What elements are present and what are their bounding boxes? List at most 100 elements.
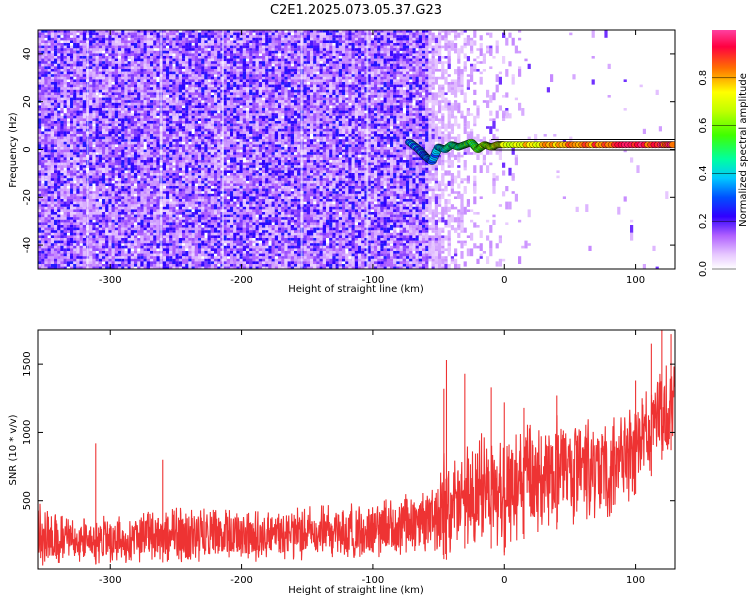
- spectrogram-cell: [207, 97, 211, 106]
- spectrogram-cell: [127, 100, 131, 106]
- spectrogram-cell: [137, 30, 141, 33]
- spectrogram-cell: [108, 238, 112, 241]
- spectrogram-cell: [92, 108, 96, 111]
- spectrogram-cell: [82, 170, 86, 173]
- spectrogram-cell: [50, 139, 54, 145]
- spectrogram-cell: [185, 206, 189, 210]
- spectrogram-cell: [166, 30, 170, 33]
- spectrogram-cell: [66, 178, 70, 184]
- spectrogram-cell: [134, 128, 138, 132]
- spectrogram-cell: [114, 37, 118, 41]
- spectrogram-cell: [210, 266, 214, 269]
- spectrogram-cell: [214, 102, 218, 106]
- spectrogram-cell: [47, 84, 51, 88]
- spectrogram-cell: [169, 82, 173, 85]
- spectrogram-cell: [38, 178, 42, 184]
- spectrogram-cell: [73, 115, 77, 119]
- spectrogram-cell: [57, 173, 61, 176]
- spectrogram-cell: [44, 58, 48, 62]
- spectrogram-cell: [38, 152, 42, 158]
- spectrogram-cell: [73, 204, 77, 207]
- spectrogram-cell: [223, 56, 227, 59]
- spectrogram-cell: [156, 58, 160, 64]
- spectrogram-cell: [204, 162, 208, 166]
- spectrogram-cell: [162, 183, 166, 186]
- spectrogram-cell: [111, 173, 115, 176]
- spectrogram-cell: [140, 58, 144, 64]
- spectrogram-cell: [92, 165, 96, 168]
- spectrogram-cell: [76, 141, 80, 145]
- spectrogram-cell: [214, 50, 218, 59]
- spectrogram-cell: [214, 32, 218, 36]
- spectrogram-cell: [57, 61, 61, 64]
- spectrogram-cell: [214, 186, 218, 189]
- spectrogram-cell: [188, 232, 192, 236]
- spectrogram-cell: [217, 37, 221, 46]
- spectrogram-cell: [63, 217, 67, 223]
- spectrogram-cell: [166, 258, 170, 262]
- spectrogram-cell: [191, 180, 195, 184]
- spectrogram-cell: [118, 113, 122, 116]
- spectrogram-cell: [92, 128, 96, 132]
- spectrogram-cell: [54, 32, 58, 36]
- spectrogram-cell: [66, 261, 70, 264]
- spectrogram-cell: [150, 113, 154, 116]
- spectrogram-cell: [143, 149, 147, 153]
- spectrogram-cell: [63, 126, 67, 132]
- spectrogram-cell: [169, 147, 173, 150]
- spectrogram-cell: [214, 251, 218, 254]
- spectrogram-cell: [156, 118, 160, 127]
- spectrogram-cell: [166, 82, 170, 85]
- spectrogram-cell: [172, 188, 176, 192]
- spectrogram-cell: [44, 175, 48, 179]
- spectrogram-cell: [182, 32, 186, 38]
- spectrogram-cell: [70, 32, 74, 36]
- spectrogram-cell: [118, 196, 122, 199]
- spectrogram-cell: [172, 217, 176, 220]
- spectrogram-cell: [146, 209, 150, 212]
- spectrogram-cell: [50, 162, 54, 166]
- spectrogram-cell: [76, 235, 80, 238]
- spectrogram-cell: [44, 199, 48, 205]
- spectrogram-cell: [169, 157, 173, 160]
- spectrogram-cell: [38, 253, 42, 257]
- spectrogram-cell: [124, 126, 128, 129]
- spectrogram-cells: [38, 30, 675, 269]
- spectrogram-cell: [201, 154, 205, 158]
- spectrogram-cell: [166, 134, 170, 137]
- spectrogram-cell: [182, 222, 186, 225]
- spectrogram-cell: [166, 79, 170, 82]
- spectrogram-cell: [95, 154, 99, 158]
- spectrogram-cell: [121, 167, 125, 171]
- spectrogram-cell: [76, 30, 80, 33]
- spectrogram-cell: [194, 100, 198, 103]
- spectrogram-cell: [50, 243, 54, 249]
- spectrogram-cell: [143, 136, 147, 140]
- spectrogram-cell: [188, 108, 192, 111]
- spectrogram-cell: [38, 243, 42, 249]
- spectrogram-cell: [150, 30, 154, 33]
- spectrogram-cell: [79, 258, 83, 262]
- spectrogram-cell: [130, 50, 134, 54]
- spectrogram-cell: [194, 178, 198, 184]
- spectrogram-cell: [188, 131, 192, 134]
- spectrogram-cell: [121, 134, 125, 140]
- spectrogram-cell: [182, 79, 186, 82]
- spectrogram-cell: [207, 256, 211, 259]
- spectrogram-cell: [76, 50, 80, 54]
- spectrogram-cell: [140, 217, 144, 223]
- spectrogram-cell: [172, 240, 176, 244]
- spectrogram-cell: [79, 134, 83, 137]
- spectrogram-cell: [47, 191, 51, 197]
- spectrogram-cell: [198, 74, 202, 77]
- spectrogram-cell: [111, 232, 115, 236]
- spectrogram-cell: [102, 266, 106, 269]
- spectrogram-cell: [175, 131, 179, 134]
- spectrogram-cell: [134, 165, 138, 168]
- spectrogram-cell: [207, 45, 211, 49]
- spectrogram-cell: [178, 74, 182, 77]
- spectrogram-cell: [60, 121, 64, 124]
- spectrogram-cell: [38, 61, 42, 64]
- spectrogram-cell: [124, 82, 128, 85]
- spectrogram-cell: [191, 100, 195, 106]
